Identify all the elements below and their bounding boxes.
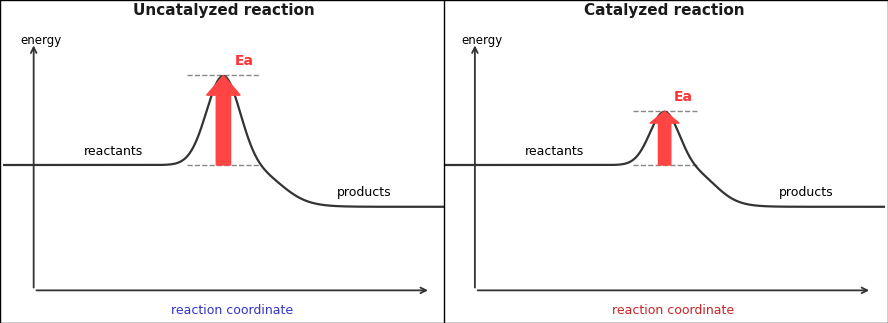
FancyArrow shape [650, 111, 679, 165]
Text: energy: energy [20, 34, 61, 47]
Text: energy: energy [462, 34, 503, 47]
Text: Ea: Ea [234, 54, 253, 68]
Text: reaction coordinate: reaction coordinate [613, 304, 734, 317]
Text: reaction coordinate: reaction coordinate [171, 304, 293, 317]
Text: reactants: reactants [83, 144, 143, 158]
Title: Catalyzed reaction: Catalyzed reaction [584, 3, 745, 18]
Text: products: products [779, 186, 833, 199]
Title: Uncatalyzed reaction: Uncatalyzed reaction [132, 3, 314, 18]
Text: products: products [337, 186, 392, 199]
FancyArrow shape [207, 76, 240, 165]
Text: reactants: reactants [525, 144, 584, 158]
Text: Ea: Ea [674, 90, 694, 104]
